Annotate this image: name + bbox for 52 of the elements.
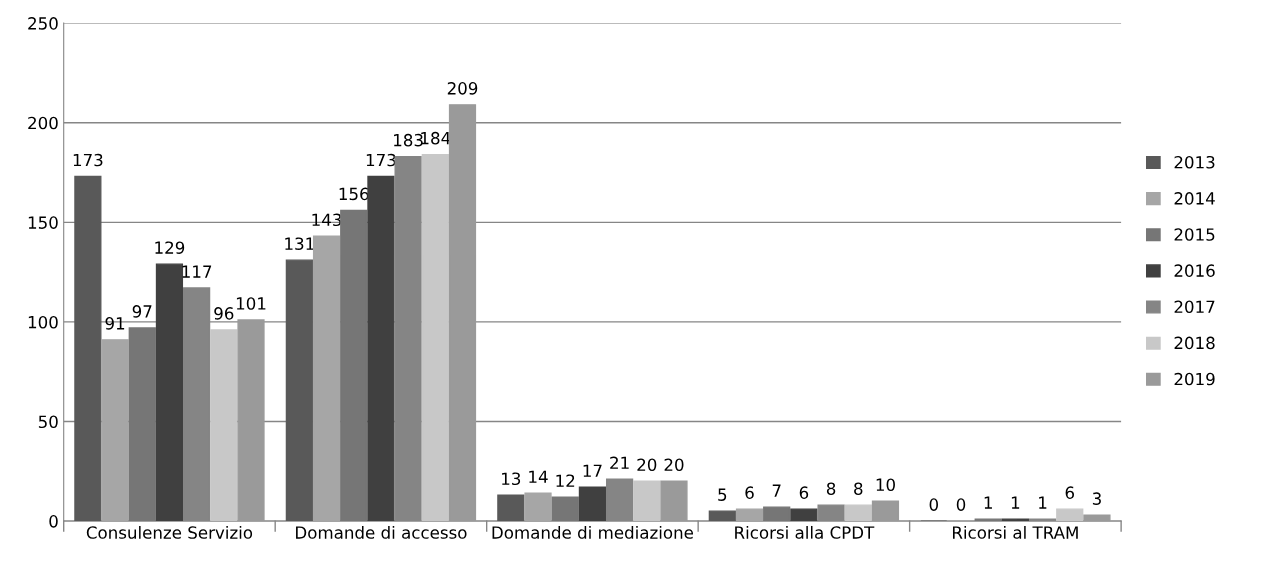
data-label: 20 [637,458,657,472]
data-label: 8 [826,482,836,495]
data-label: 10 [876,478,895,492]
data-label: 6 [745,486,754,499]
data-label: 101 [236,297,266,310]
y-tick-label: 200 [28,116,58,130]
data-label: 97 [132,305,152,318]
data-label: 209 [447,82,478,95]
data-label: 0 [956,498,966,511]
x-tick-label: Domande di accesso [296,525,467,539]
data-label: 1 [1011,496,1020,509]
data-label: 20 [664,458,684,472]
data-label: 14 [529,470,548,483]
data-label: 156 [339,187,369,201]
y-tick-label: 50 [38,415,58,429]
data-label: 6 [799,486,809,499]
data-label: 129 [155,241,185,254]
data-label: 91 [105,317,125,330]
data-label: 12 [556,474,575,487]
data-label: 5 [718,488,727,501]
data-label: 183 [394,133,423,147]
x-tick-label: Ricorsi al TRAM [952,525,1078,539]
y-tick-label: 150 [28,216,58,229]
legend-label: 2016 [1174,264,1215,277]
data-label: 7 [772,484,781,497]
data-label: 8 [854,482,863,495]
data-label: 21 [610,456,629,469]
y-tick-label: 100 [28,315,58,329]
data-label: 1 [984,496,992,509]
data-label: 131 [285,237,314,251]
y-tick-label: 250 [28,17,58,30]
legend-label: 2015 [1174,228,1215,241]
data-label: 1 [1039,496,1047,509]
legend-label: 2017 [1174,300,1215,314]
data-label: 6 [1065,486,1075,499]
legend-label: 2013 [1174,155,1215,169]
data-label: 13 [502,472,521,486]
data-label: 0 [929,498,938,511]
x-tick-label: Ricorsi alla CPDT [735,525,875,539]
data-label: 17 [583,464,602,477]
data-label: 173 [73,153,103,167]
data-label: 173 [366,153,396,167]
data-label: 3 [1092,492,1101,505]
data-label: 96 [214,307,234,320]
legend-label: 2019 [1174,372,1215,386]
data-label: 184 [421,131,451,145]
legend-label: 2014 [1174,192,1215,205]
y-tick-label: 0 [49,515,58,528]
x-tick-label: Domande di mediazione [492,525,694,539]
x-tick-label: Consulenze Servizio [86,525,253,539]
data-label: 143 [312,213,342,227]
legend-label: 2018 [1174,336,1215,350]
